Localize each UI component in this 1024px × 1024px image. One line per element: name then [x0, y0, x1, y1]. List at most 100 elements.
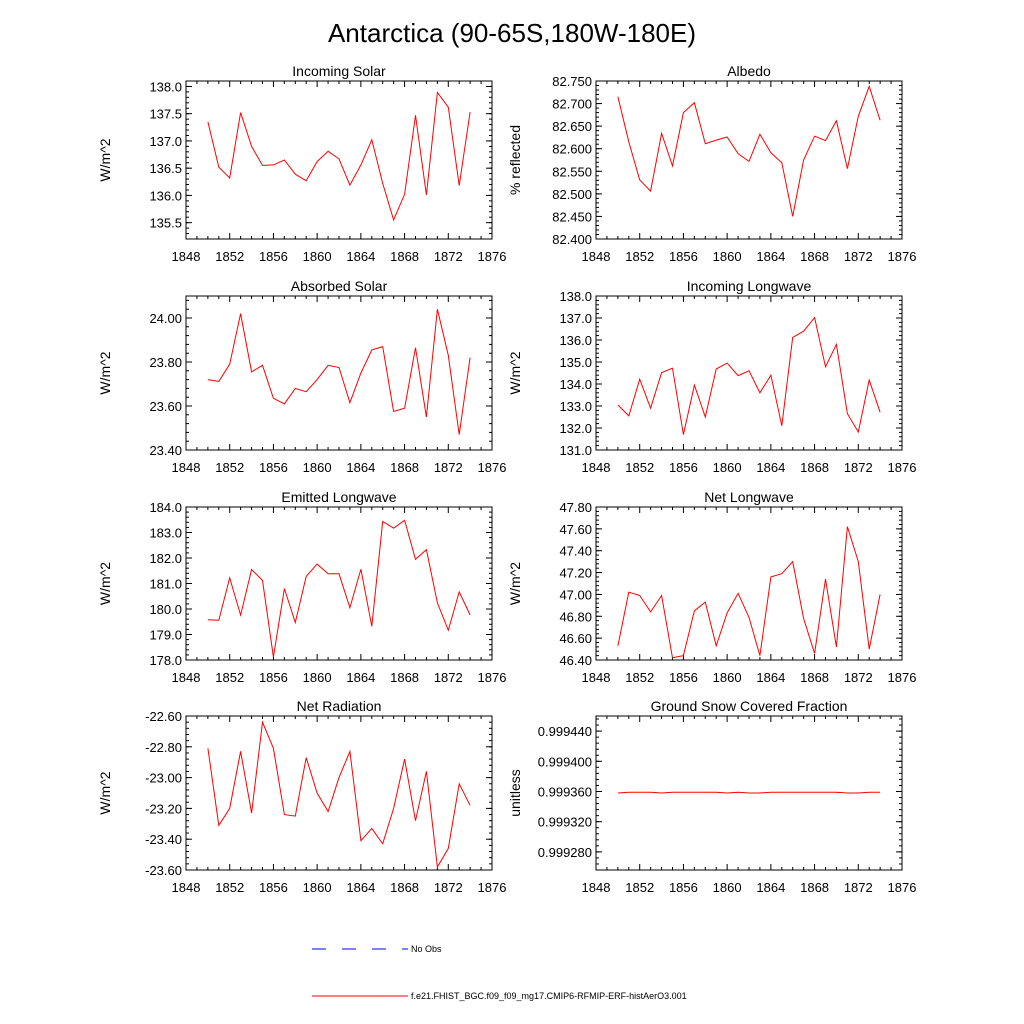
series-line	[207, 91, 471, 222]
panel-title: Albedo	[727, 63, 771, 79]
x-tick-label: 1852	[215, 880, 244, 895]
x-tick-label: 1856	[259, 460, 288, 475]
x-tick-label: 1868	[390, 249, 419, 264]
x-tick-label: 1856	[259, 670, 288, 685]
y-tick-label: 138.0	[149, 79, 182, 94]
y-tick-label: -22.60	[145, 709, 182, 724]
x-tick-label: 1852	[215, 460, 244, 475]
legend-model-label: f.e21.FHIST_BGC.f09_f09_mg17.CMIP6-RFMIP…	[411, 991, 687, 1001]
y-tick-label: 183.0	[149, 526, 182, 541]
x-tick-label: 1864	[346, 670, 375, 685]
x-tick-label: 1864	[756, 880, 785, 895]
y-tick-label: 131.0	[559, 443, 592, 458]
x-tick-label: 1852	[625, 670, 654, 685]
y-axis-label: W/m^2	[507, 351, 523, 394]
y-tick-label: 23.60	[149, 399, 182, 414]
x-tick-label: 1860	[303, 880, 332, 895]
y-tick-label: 47.60	[559, 522, 592, 537]
y-tick-label: 47.40	[559, 544, 592, 559]
panel-title: Emitted Longwave	[281, 489, 396, 505]
y-axis-label: W/m^2	[97, 351, 113, 394]
y-tick-label: 137.0	[149, 134, 182, 149]
x-tick-label: 1848	[582, 249, 611, 264]
panel-title: Absorbed Solar	[291, 278, 388, 294]
x-tick-label: 1848	[172, 460, 201, 475]
y-tick-label: 24.00	[149, 311, 182, 326]
x-tick-label: 1876	[888, 249, 917, 264]
x-tick-label: 1868	[390, 880, 419, 895]
x-tick-label: 1868	[800, 880, 829, 895]
x-tick-label: 1864	[756, 460, 785, 475]
x-tick-label: 1856	[259, 249, 288, 264]
panel-title: Incoming Solar	[292, 63, 386, 79]
y-tick-label: 134.0	[559, 377, 592, 392]
y-tick-label: 82.400	[552, 232, 592, 247]
x-tick-label: 1868	[800, 670, 829, 685]
x-tick-label: 1872	[844, 880, 873, 895]
x-tick-label: 1872	[434, 249, 463, 264]
y-axis-label: unitless	[507, 769, 523, 816]
y-tick-label: 82.550	[552, 164, 592, 179]
x-tick-label: 1856	[669, 460, 698, 475]
x-tick-label: 1848	[172, 670, 201, 685]
x-tick-label: 1856	[259, 880, 288, 895]
x-tick-label: 1860	[713, 249, 742, 264]
y-tick-label: -22.80	[145, 740, 182, 755]
y-tick-label: 182.0	[149, 551, 182, 566]
series-line	[617, 316, 881, 435]
plot-frame	[595, 295, 903, 451]
x-tick-label: 1868	[390, 670, 419, 685]
x-tick-label: 1864	[756, 249, 785, 264]
plot-frame	[595, 506, 903, 661]
y-axis-label: W/m^2	[97, 138, 113, 181]
panel-net-longwave: Net Longwave W/m^2 1848 1852 1856 1860 1864 186…	[507, 489, 916, 685]
x-tick-label: 1856	[669, 880, 698, 895]
y-tick-label: 46.80	[559, 609, 592, 624]
x-tick-label: 1868	[800, 460, 829, 475]
y-tick-label: 82.450	[552, 209, 592, 224]
x-tick-label: 1868	[800, 249, 829, 264]
y-tick-label: -23.40	[145, 832, 182, 847]
y-tick-label: 46.40	[559, 653, 592, 668]
plot-frame	[185, 506, 493, 661]
y-tick-label: 137.0	[559, 311, 592, 326]
x-tick-label: 1848	[582, 670, 611, 685]
main-title: Antarctica (90-65S,180W-180E)	[328, 18, 696, 48]
panel-title: Ground Snow Covered Fraction	[651, 698, 848, 714]
y-tick-label: 136.5	[149, 161, 182, 176]
x-tick-label: 1864	[346, 880, 375, 895]
y-tick-label: 82.700	[552, 97, 592, 112]
y-tick-label: 180.0	[149, 602, 182, 617]
y-tick-label: 82.500	[552, 187, 592, 202]
series-line	[207, 309, 471, 435]
y-axis-label: W/m^2	[97, 771, 113, 814]
x-tick-label: 1856	[669, 670, 698, 685]
y-tick-label: 0.999320	[538, 815, 592, 830]
y-tick-label: 181.0	[149, 577, 182, 592]
panel-ground-snow-covered-fraction: Ground Snow Covered Fraction unitless 1848…	[507, 698, 916, 895]
series-line	[617, 84, 881, 217]
y-tick-label: -23.60	[145, 863, 182, 878]
y-tick-label: 82.600	[552, 142, 592, 157]
x-tick-label: 1848	[582, 880, 611, 895]
y-tick-label: 135.0	[559, 355, 592, 370]
x-tick-label: 1860	[713, 880, 742, 895]
x-tick-label: 1876	[888, 460, 917, 475]
x-tick-label: 1848	[172, 249, 201, 264]
y-tick-label: -23.00	[145, 771, 182, 786]
y-tick-label: 132.0	[559, 421, 592, 436]
x-tick-label: 1848	[582, 460, 611, 475]
y-axis-label: W/m^2	[507, 562, 523, 605]
y-axis-label: W/m^2	[97, 562, 113, 605]
x-tick-label: 1856	[669, 249, 698, 264]
x-tick-label: 1872	[434, 460, 463, 475]
y-tick-label: 138.0	[559, 289, 592, 304]
x-tick-label: 1876	[478, 880, 507, 895]
x-tick-label: 1876	[888, 670, 917, 685]
x-tick-label: 1864	[346, 460, 375, 475]
x-tick-label: 1872	[844, 670, 873, 685]
y-tick-label: 137.5	[149, 107, 182, 122]
y-tick-label: 0.999400	[538, 754, 592, 769]
panel-title: Net Radiation	[297, 698, 382, 714]
